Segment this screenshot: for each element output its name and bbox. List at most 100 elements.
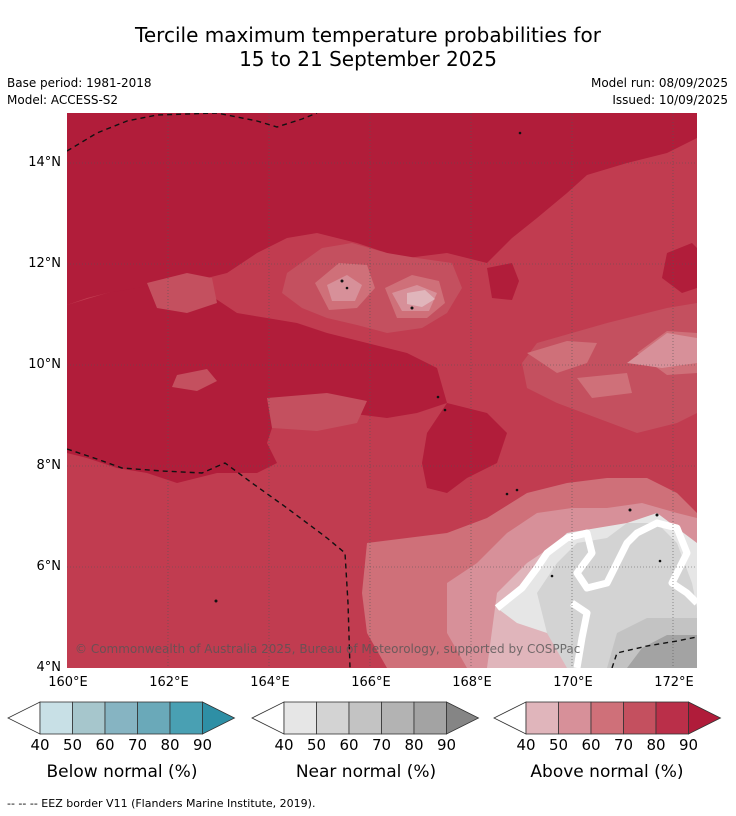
region-above-90-north [67,113,697,305]
colorbar-tick-label: 60 [95,736,115,754]
base-period: Base period: 1981-2018 [7,76,152,90]
colorbar-tick-label: 90 [436,736,457,754]
colorbar-arrow-low [251,701,285,735]
colorbar-tick-label: 70 [613,736,634,754]
colorbar-label-near: Near normal (%) [295,762,437,782]
colorbar-cell [525,701,559,735]
colorbar-arrow-high [202,701,236,735]
contour-40-white-2 [570,600,591,668]
region-above-60-east [527,341,597,373]
colorbar-cell [655,701,689,735]
region-above-70-mid [267,393,367,431]
colorbar-cell [137,701,171,735]
island [410,306,414,310]
colorbars [7,701,722,735]
island [655,513,659,517]
colorbar-tick-label: 90 [192,736,213,754]
region-above-90-west [67,283,447,483]
colorbar-arrow-high [446,701,480,735]
island [515,488,519,492]
colorbar-near-normal [251,701,480,735]
x-tick-162e: 162°E [149,675,189,690]
island [518,131,522,135]
region-near-normal-70 [627,635,697,668]
colorbar-cell [104,701,138,735]
eez-footnote: -- -- -- EEZ border V11 (Flanders Marine… [7,797,316,810]
colorbar-cell [381,701,415,735]
islands [214,131,662,603]
colorbar-tick-label: 80 [160,736,180,754]
x-tick-166e: 166°E [351,675,391,690]
eez-border-north [67,113,318,152]
y-tick-8n: 8°N [36,458,62,473]
colorbar-cell [316,701,350,735]
colorbar-arrow-high [688,701,722,735]
chart-title-line1: Tercile maximum temperature probabilitie… [135,23,601,47]
model-run: Model run: 08/09/2025 [590,76,728,90]
colorbar-arrow-low [493,701,527,735]
region-above-70-east [522,303,697,433]
region-above-90-east [662,243,697,293]
copyright-notice: © Commonwealth of Australia 2025, Bureau… [75,642,580,656]
region-above-90-center [422,403,507,493]
region-above-50-east [627,333,697,368]
colorbar-cell [39,701,73,735]
eez-border-southeast [611,636,697,668]
x-tick-168e: 168°E [452,675,492,690]
colorbar-label-below: Below normal (%) [46,762,198,782]
probability-map: © Commonwealth of Australia 2025, Bureau… [67,113,697,668]
x-tick-160e: 160°E [48,675,88,690]
colorbar-tick-label: 50 [306,736,327,754]
colorbar-cell [558,701,592,735]
graticule [67,113,697,668]
y-tick-4n: 4°N [36,660,62,675]
colorbar-cell [590,701,624,735]
region-above-40-central [407,290,435,307]
island [340,279,344,283]
colorbar-tick-label: 70 [127,736,148,754]
colorbar-tick-label: 50 [548,736,569,754]
colorbar-cell [283,701,317,735]
x-tick-170e: 170°E [553,675,593,690]
contour-40-white [494,519,697,611]
island [345,286,349,290]
island [658,559,662,563]
colorbar-label-above: Above normal (%) [530,762,684,782]
colorbar-cell [413,701,447,735]
region-above-70-small [172,369,217,391]
colorbar-cell [169,701,203,735]
colorbar-tick-label: 60 [581,736,601,754]
colorbar-tick-label: 80 [646,736,666,754]
island [628,508,632,512]
island [214,599,218,603]
colorbar-arrow-low [7,701,41,735]
x-tick-172e: 172°E [654,675,694,690]
colorbar-tick-label: 60 [339,736,359,754]
y-tick-14n: 14°N [28,155,61,170]
chart-title-line2: 15 to 21 September 2025 [239,47,497,71]
island [550,574,554,578]
region-above-90-ne-pocket [487,263,519,300]
island [505,492,509,496]
y-tick-10n: 10°N [28,357,61,372]
colorbar-tick-label: 50 [62,736,83,754]
island [436,395,440,399]
eez-border-west [67,448,351,668]
island [443,408,447,412]
colorbar-cell [348,701,382,735]
eez-borders [67,113,697,668]
model-name: Model: ACCESS-S2 [7,93,119,107]
colorbar-tick-label: 40 [274,736,294,754]
colorbar-cell [623,701,657,735]
colorbar-tick-label: 70 [371,736,392,754]
region-above-60-east2 [577,373,632,398]
colorbar-tick-label: 90 [678,736,699,754]
x-tick-164e: 164°E [250,675,290,690]
colorbar-above-normal [493,701,722,735]
colorbar-tick-label: 80 [404,736,424,754]
region-above-50-central [327,275,362,301]
colorbar-tick-label: 40 [516,736,536,754]
issued-date: Issued: 10/09/2025 [612,93,728,107]
colorbar-cell [72,701,106,735]
colorbar-tick-label: 40 [30,736,50,754]
